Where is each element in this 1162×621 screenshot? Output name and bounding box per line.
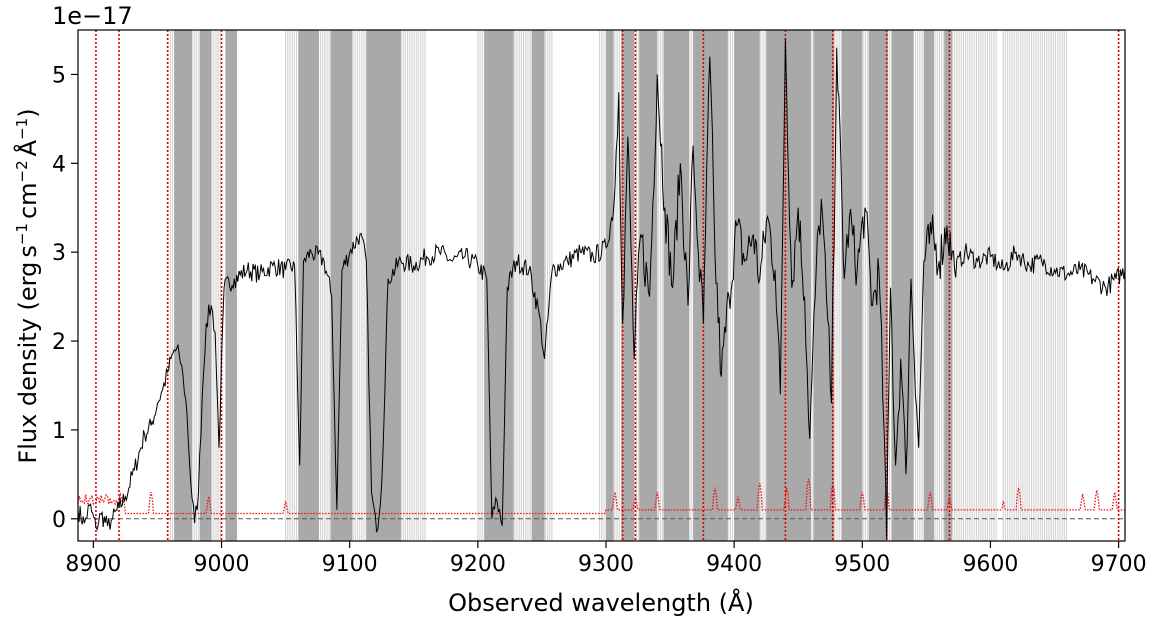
y-tick-label: 1 [52, 419, 66, 444]
y-label-ang-exp: −1 [13, 118, 31, 140]
y-axis-label: Flux density (ergs−1cm−2Å−1) [13, 108, 42, 463]
y-tick-label: 4 [52, 152, 66, 177]
y-axis: 0 1 2 3 4 5 [52, 63, 78, 533]
x-tick-label: 9600 [962, 552, 1018, 577]
dense-telluric-bands [174, 30, 952, 541]
y-label-suffix: ) [14, 108, 42, 117]
telluric-band [605, 30, 614, 541]
y-tick-label: 3 [52, 241, 66, 266]
telluric-band [891, 30, 914, 541]
telluric-band [621, 30, 635, 541]
telluric-band [813, 30, 835, 541]
x-tick-label: 9300 [578, 552, 634, 577]
x-tick-label: 9500 [834, 552, 890, 577]
telluric-band [923, 30, 935, 541]
y-label-prefix: Flux density (erg [14, 262, 42, 464]
telluric-band [531, 30, 545, 541]
x-tick-label: 9700 [1091, 552, 1147, 577]
x-tick-label: 8900 [65, 552, 121, 577]
plot-frame [77, 29, 1126, 542]
telluric-band [766, 30, 812, 541]
y-label-ang: Å [13, 139, 42, 156]
x-axis: 8900 9000 9100 9200 9300 9400 9500 9600 9700 [65, 541, 1147, 577]
flux-series-line [78, 38, 1125, 539]
y-tick-label: 5 [52, 63, 66, 88]
telluric-band [366, 30, 401, 541]
y-label-s-exp: −1 [13, 223, 31, 245]
x-tick-label: 9100 [322, 552, 378, 577]
x-tick-label: 9400 [706, 552, 762, 577]
telluric-band [841, 30, 863, 541]
y-offset-label: 1e−17 [52, 2, 133, 30]
y-tick-label: 2 [52, 330, 66, 355]
y-tick-label: 0 [52, 508, 66, 533]
plot-area [78, 30, 1125, 541]
sky-lines [95, 30, 1120, 541]
telluric-band [298, 30, 319, 541]
telluric-band [663, 30, 690, 541]
y-label-cm: cm [14, 182, 42, 219]
telluric-band [174, 30, 193, 541]
x-tick-label: 9000 [194, 552, 250, 577]
telluric-band [734, 30, 760, 541]
y-label-cm-exp: −2 [13, 160, 31, 182]
telluric-band [225, 30, 237, 541]
error-series-line [78, 478, 1125, 515]
telluric-band [693, 30, 728, 541]
x-tick-label: 9200 [450, 552, 506, 577]
y-label-s: s [14, 245, 42, 258]
telluric-band [199, 30, 212, 541]
x-axis-label: Observed wavelength (Å) [448, 588, 754, 617]
telluric-band [484, 30, 514, 541]
telluric-band [944, 30, 952, 541]
